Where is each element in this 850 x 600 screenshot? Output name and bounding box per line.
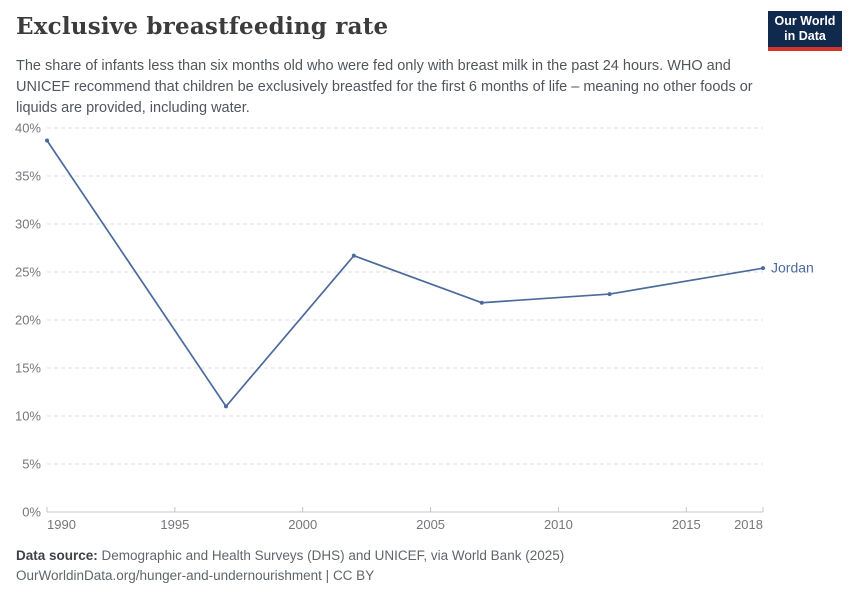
attribution-separator: | <box>321 568 333 583</box>
series-end-label[interactable]: Jordan <box>771 260 814 276</box>
x-tick-label: 1990 <box>47 517 76 532</box>
data-source-label: Data source: <box>16 548 98 563</box>
x-tick-label: 1995 <box>160 517 189 532</box>
page-title: Exclusive breastfeeding rate <box>16 13 389 40</box>
x-tick-label: 2005 <box>416 517 445 532</box>
owid-logo-line2: in Data <box>784 29 826 43</box>
y-tick-label: 20% <box>15 313 41 328</box>
y-tick-label: 5% <box>22 457 41 472</box>
owid-logo-box: Our World in Data <box>768 11 842 47</box>
chart-footer: Data source: Demographic and Health Surv… <box>16 546 564 586</box>
y-tick-label: 15% <box>15 361 41 376</box>
x-tick-label: 2010 <box>544 517 573 532</box>
chart-subtitle: The share of infants less than six month… <box>16 58 753 116</box>
x-tick-label: 2000 <box>288 517 317 532</box>
owid-logo-line1: Our World <box>774 14 836 28</box>
y-tick-label: 10% <box>15 409 41 424</box>
y-tick-label: 40% <box>15 121 41 136</box>
y-tick-label: 25% <box>15 265 41 280</box>
data-source-line: Data source: Demographic and Health Surv… <box>16 546 564 566</box>
owid-logo[interactable]: Our World in Data <box>768 11 842 51</box>
y-tick-label: 0% <box>22 505 41 520</box>
data-point[interactable] <box>479 300 484 305</box>
owid-logo-accent-bar <box>768 47 842 51</box>
data-point[interactable] <box>45 138 49 143</box>
data-point[interactable] <box>607 292 612 297</box>
data-source-text: Demographic and Health Surveys (DHS) and… <box>97 548 565 563</box>
x-tick-label: 2018 <box>734 517 763 532</box>
cc-by-link[interactable]: CC BY <box>332 568 375 583</box>
data-point[interactable] <box>224 404 228 409</box>
owid-url-link[interactable]: OurWorldinData.org/hunger-and-undernouri… <box>16 568 322 583</box>
y-tick-label: 35% <box>15 169 41 184</box>
x-tick-label: 2015 <box>672 517 701 532</box>
attribution-line: OurWorldinData.org/hunger-and-undernouri… <box>16 566 564 586</box>
series-line[interactable] <box>46 139 764 408</box>
data-point[interactable] <box>761 266 765 271</box>
data-point[interactable] <box>351 253 356 258</box>
y-tick-label: 30% <box>15 217 41 232</box>
